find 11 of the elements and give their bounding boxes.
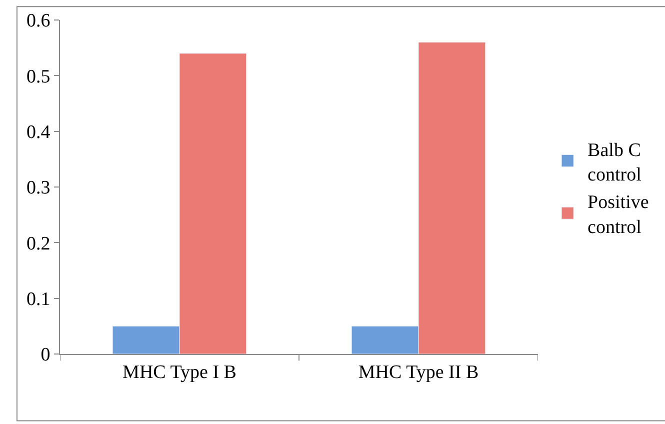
y-tick-label: 0 [40, 344, 50, 366]
legend-label: Positive control [588, 192, 649, 238]
y-tick-label: 0.1 [26, 288, 50, 310]
x-tick-label: MHC Type II B [358, 362, 479, 383]
y-tick-label: 0.3 [26, 178, 50, 199]
y-tick-label: 0.2 [26, 233, 50, 254]
y-tick-label: 0.6 [26, 10, 50, 32]
y-tick-label: 0.4 [26, 122, 51, 143]
legend-label: Balb C control [588, 140, 642, 186]
x-tick-label: MHC Type I B [122, 362, 236, 383]
y-tick-label: 0.5 [26, 66, 50, 88]
